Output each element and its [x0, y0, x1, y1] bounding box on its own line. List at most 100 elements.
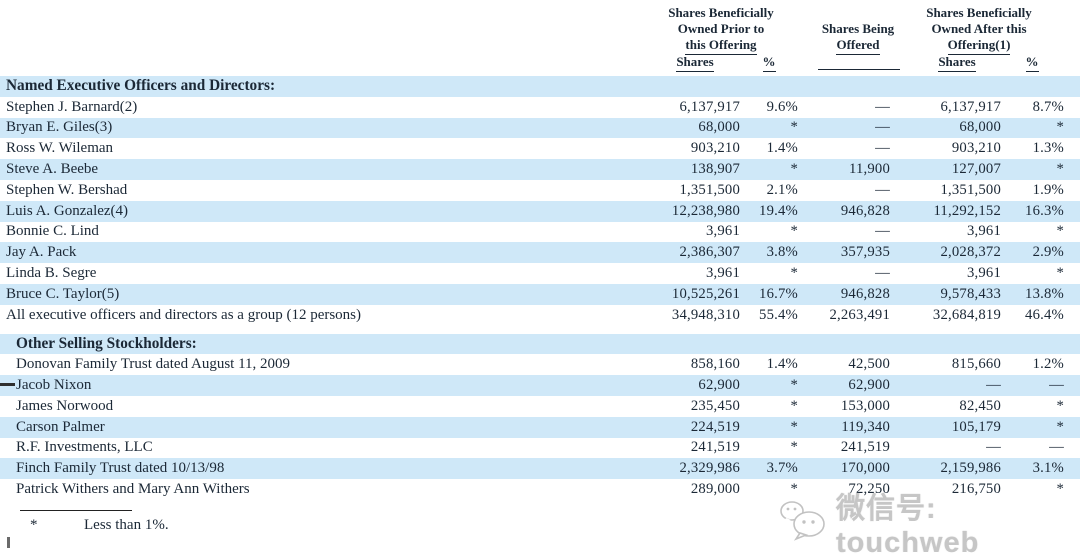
header-owned-after: Shares Beneficially Owned After this Off… [898, 5, 1060, 55]
offered-column-rule [818, 69, 900, 70]
cell-pct-prior: 19.4% [759, 202, 798, 219]
table-row: Jay A. Pack 2,386,307 3.8% 357,935 2,028,372… [0, 242, 1080, 264]
cell-pct-prior: * [790, 418, 798, 435]
cell-pct-prior: * [790, 223, 798, 240]
table-row: Luis A. Gonzalez(4) 12,238,980 19.4% 946,82… [0, 200, 1080, 222]
table-row: Ross W. Wileman 903,210 1.4% — 903,210 1.3% [0, 138, 1080, 159]
cell-shares-after: 3,961 [966, 265, 1001, 282]
cell-pct-prior: 1.4% [766, 140, 798, 157]
cell-pct-after: 1.9% [1032, 181, 1064, 198]
table-row: Jacob Nixon 62,900 * 62,900 — — [0, 375, 1080, 396]
table-row: Patrick Withers and Mary Ann Withers 289,… [0, 479, 1080, 500]
cell-shares-prior: 138,907 [690, 161, 740, 178]
cell-shares-prior: 3,961 [705, 265, 740, 282]
footnote-asterisk: * [30, 517, 38, 533]
row-name: Finch Family Trust dated 10/13/98 [16, 460, 225, 477]
subheader-shares-prior: Shares [670, 54, 720, 72]
cell-shares-offered: — [875, 140, 890, 157]
watermark-text: 微信号: touchweb [836, 493, 980, 557]
cell-shares-prior: 2,329,986 [679, 460, 740, 477]
cell-pct-after: * [1056, 119, 1064, 136]
cell-shares-offered: 153,000 [840, 397, 890, 414]
row-name: All executive officers and directors as … [6, 306, 362, 323]
cell-pct-prior: 55.4% [759, 306, 798, 323]
cell-shares-after: 6,137,917 [940, 98, 1001, 115]
table-row: Stephen J. Barnard(2) 6,137,917 9.6% — 6,137… [0, 97, 1080, 118]
table-row: Linda B. Segre 3,961 * — 3,961 * [0, 263, 1080, 284]
cell-shares-prior: 3,961 [705, 223, 740, 240]
footnote: * Less than 1%. [30, 517, 169, 534]
table-row: Carson Palmer 224,519 * 119,340 105,179 * [0, 416, 1080, 438]
cell-shares-after: 3,961 [966, 223, 1001, 240]
cell-shares-offered: 42,500 [848, 356, 890, 373]
cell-shares-offered: — [875, 119, 890, 136]
row-name: Bonnie C. Lind [6, 223, 99, 240]
cell-shares-prior: 2,386,307 [679, 244, 740, 261]
table-row: Finch Family Trust dated 10/13/98 2,329,9… [0, 458, 1080, 480]
cell-pct-after: * [1056, 265, 1064, 282]
cell-shares-after: 9,578,433 [940, 285, 1001, 302]
cell-pct-after: — [1049, 439, 1064, 456]
scan-artifact-tick [7, 537, 10, 548]
cell-pct-prior: * [790, 119, 798, 136]
cell-pct-after: 1.3% [1032, 140, 1064, 157]
cell-pct-prior: 3.7% [766, 460, 798, 477]
table-row: Donovan Family Trust dated August 11, 20… [0, 354, 1080, 375]
cell-shares-after: 2,028,372 [940, 244, 1001, 261]
cell-pct-after: 46.4% [1025, 306, 1064, 323]
cell-shares-offered: 72,250 [848, 481, 890, 498]
footnote-text: Less than 1%. [84, 517, 169, 533]
cell-pct-after: * [1056, 481, 1064, 498]
table-row: Stephen W. Bershad 1,351,500 2.1% — 1,351,50… [0, 180, 1080, 201]
row-name: Luis A. Gonzalez(4) [6, 202, 129, 219]
cell-pct-prior: 3.8% [766, 244, 798, 261]
table-section: Other Selling Stockholders: Donovan Famil… [0, 333, 1080, 500]
cell-shares-prior: 10,525,261 [671, 285, 740, 302]
subheader-shares-after: Shares [932, 54, 982, 72]
cell-pct-after: * [1056, 418, 1064, 435]
row-name: Donovan Family Trust dated August 11, 20… [16, 356, 291, 373]
cell-shares-after: 82,450 [959, 397, 1001, 414]
header-line: Shares Beneficially [926, 5, 1032, 20]
row-name: Stephen J. Barnard(2) [6, 98, 138, 115]
table-row: Bryan E. Giles(3) 68,000 * — 68,000 * [0, 117, 1080, 139]
row-name: Bruce C. Taylor(5) [6, 285, 120, 302]
table-row: All executive officers and directors as … [0, 305, 1080, 326]
table-section: Named Executive Officers and Directors: S… [0, 76, 1080, 326]
cell-shares-after: — [986, 439, 1001, 456]
cell-shares-offered: 241,519 [840, 439, 890, 456]
cell-pct-prior: * [790, 439, 798, 456]
cell-shares-after: 1,351,500 [940, 181, 1001, 198]
wechat-icon [778, 498, 830, 547]
footnote-rule [20, 510, 132, 511]
cell-shares-offered: 11,900 [848, 161, 890, 178]
section-title: Named Executive Officers and Directors: [6, 77, 276, 95]
cell-pct-prior: 16.7% [759, 285, 798, 302]
row-name: James Norwood [16, 397, 114, 414]
watermark: 微信号: touchweb [778, 485, 1080, 557]
header-line: Owned After this [931, 21, 1027, 36]
header-line: Shares Being [821, 21, 895, 36]
table-row: Bonnie C. Lind 3,961 * — 3,961 * [0, 222, 1080, 243]
row-name: Steve A. Beebe [6, 161, 99, 178]
cell-shares-offered: 119,340 [841, 418, 890, 435]
cell-shares-after: 127,007 [951, 161, 1001, 178]
cell-pct-after: 1.2% [1032, 356, 1064, 373]
cell-shares-offered: — [875, 265, 890, 282]
scan-artifact-dash [0, 383, 15, 386]
row-name: Ross W. Wileman [6, 140, 114, 157]
row-name: R.F. Investments, LLC [16, 439, 153, 456]
table-row: Bruce C. Taylor(5) 10,525,261 16.7% 946,828… [0, 283, 1080, 305]
row-name: Carson Palmer [16, 418, 105, 435]
cell-shares-after: 216,750 [951, 481, 1001, 498]
cell-shares-after: 68,000 [959, 119, 1001, 136]
header-line: Offered [806, 37, 910, 55]
table-row: Steve A. Beebe 138,907 * 11,900 127,007 * [0, 159, 1080, 180]
cell-pct-after: — [1049, 377, 1064, 394]
cell-shares-prior: 68,000 [698, 119, 740, 136]
cell-shares-after: 11,292,152 [933, 202, 1001, 219]
cell-pct-after: 13.8% [1025, 285, 1064, 302]
cell-pct-prior: * [790, 377, 798, 394]
cell-shares-offered: 946,828 [840, 285, 890, 302]
cell-shares-after: 2,159,986 [940, 460, 1001, 477]
